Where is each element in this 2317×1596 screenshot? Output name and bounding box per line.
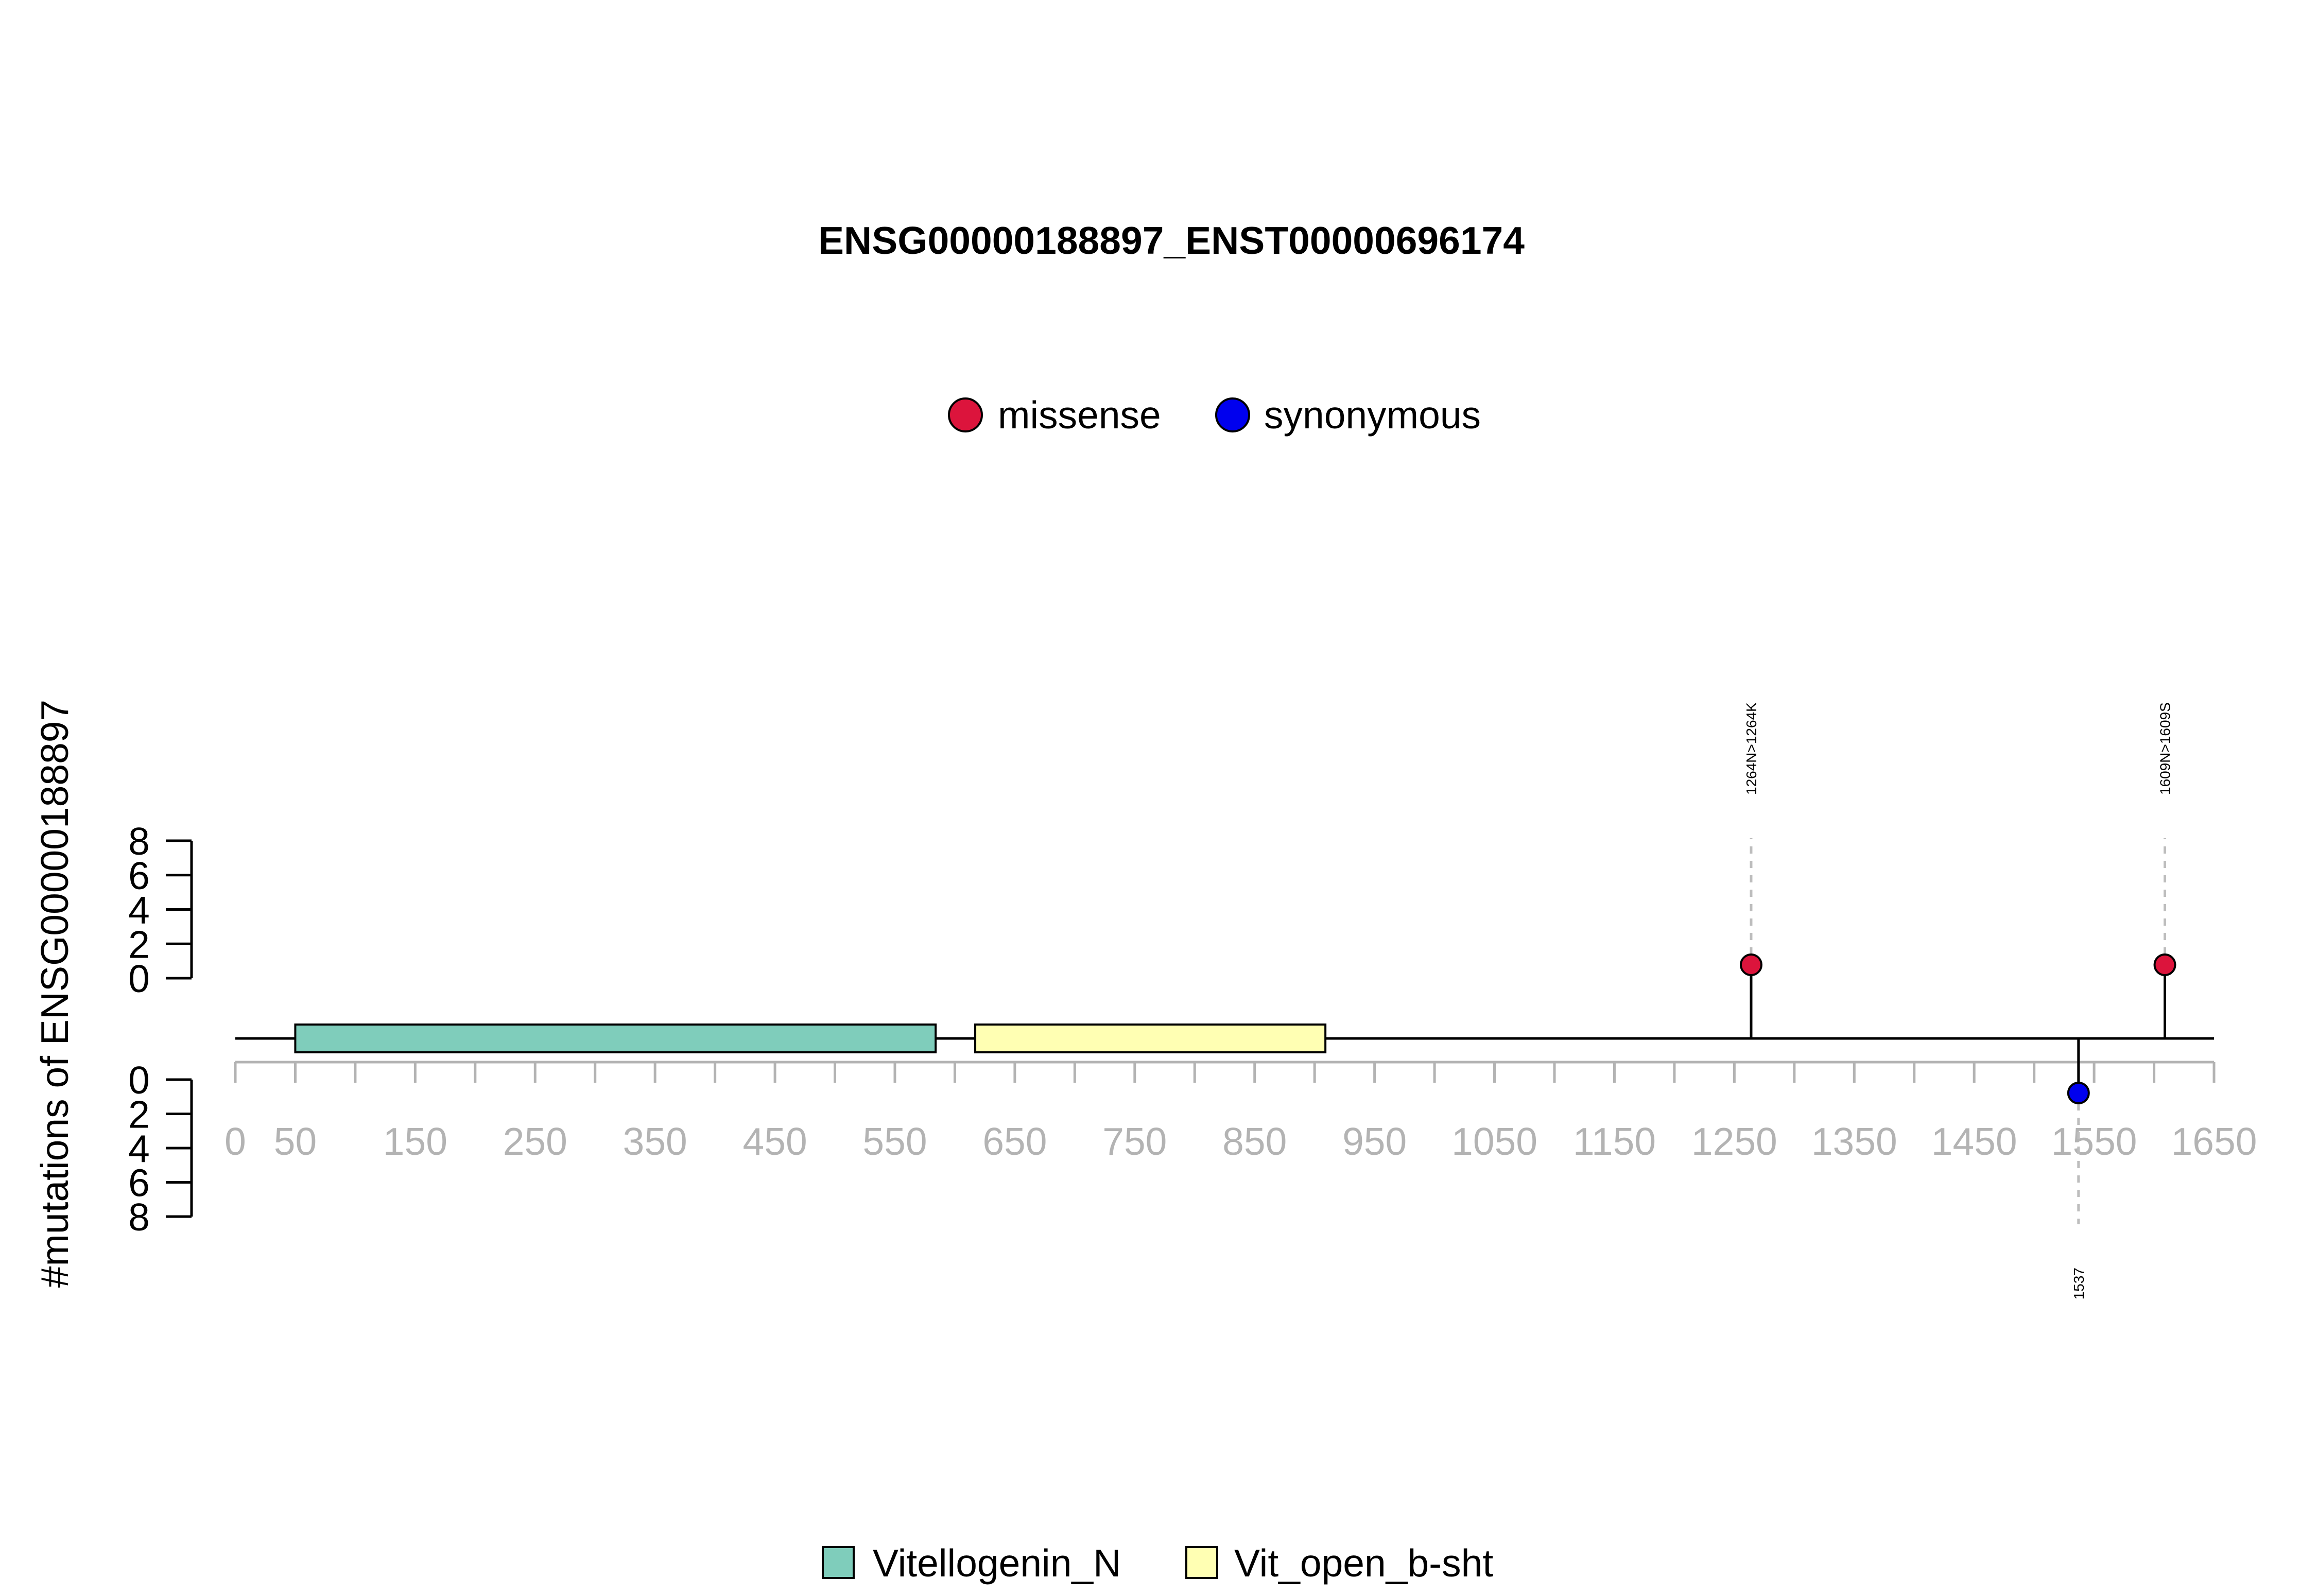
x-tick-label: 950 xyxy=(1342,1120,1407,1163)
y-tick-label: 0 xyxy=(128,1059,150,1102)
domain-vitellogenin-n xyxy=(294,1023,937,1053)
x-tick-label: 1150 xyxy=(1573,1120,1656,1163)
x-tick-label: 650 xyxy=(982,1120,1047,1163)
legend-vitellogenin-n-swatch xyxy=(822,1546,855,1579)
y-tick-label: 4 xyxy=(128,1127,150,1170)
mutation-head-missense xyxy=(2153,953,2176,976)
mutation-lollipops: 1264N>1264K 1609N>1609S 1537 xyxy=(1739,702,2176,1299)
chart-title: ENSG00000188897_ENST00000696174 xyxy=(818,219,1525,262)
y-axis-label: #mutations of ENSG00000188897 xyxy=(33,700,76,1288)
x-tick-label: 550 xyxy=(862,1120,927,1163)
y-tick-label: 4 xyxy=(128,889,150,932)
x-tick-label: 1550 xyxy=(2051,1120,2137,1163)
y-tick-label: 0 xyxy=(128,957,150,1000)
legend-vit-open-b-sht-swatch xyxy=(1185,1546,1218,1579)
y-tick-label: 6 xyxy=(128,1161,150,1205)
mutation-label: 1264N>1264K xyxy=(1743,702,1759,795)
mutation-head-synonymous xyxy=(2067,1082,2090,1104)
y-tick-label: 2 xyxy=(128,923,150,966)
x-tick-label: 1650 xyxy=(2171,1120,2257,1163)
x-tick-label: 450 xyxy=(743,1120,807,1163)
legend-synonymous-swatch xyxy=(1215,397,1250,432)
domain-vit-open-b-sht xyxy=(974,1023,1327,1053)
y-tick-label: 8 xyxy=(128,820,150,863)
y-tick-label: 2 xyxy=(128,1093,150,1136)
x-tick-label: 350 xyxy=(623,1120,687,1163)
legend-missense-swatch xyxy=(948,397,983,432)
mutation-legend: missense synonymous xyxy=(948,393,1481,437)
x-tick-label: 750 xyxy=(1102,1120,1167,1163)
legend-vit-open-b-sht-label: Vit_open_b-sht xyxy=(1234,1541,1493,1585)
y-tick-label: 6 xyxy=(128,854,150,897)
x-tick-label: 250 xyxy=(503,1120,567,1163)
domain-legend: Vitellogenin_N Vit_open_b-sht xyxy=(822,1541,1493,1585)
x-tick-label: 0 xyxy=(224,1120,246,1163)
mutation-head-missense xyxy=(1739,953,1762,976)
mutation-label: 1537 xyxy=(2071,1268,2087,1299)
x-tick-label: 50 xyxy=(274,1120,317,1163)
y-tick-label: 8 xyxy=(128,1195,150,1239)
x-tick-label: 1250 xyxy=(1691,1120,1777,1163)
x-tick-label: 1050 xyxy=(1451,1120,1537,1163)
x-tick-label: 850 xyxy=(1222,1120,1287,1163)
legend-vitellogenin-n-label: Vitellogenin_N xyxy=(873,1541,1121,1585)
legend-synonymous-label: synonymous xyxy=(1264,393,1481,437)
x-tick-label: 150 xyxy=(383,1120,447,1163)
legend-missense-label: missense xyxy=(998,393,1161,437)
domain-track xyxy=(294,1023,1327,1053)
x-tick-label: 1450 xyxy=(1931,1120,2017,1163)
mutation-label: 1609N>1609S xyxy=(2157,702,2173,795)
x-axis: 0 50 150 250 350 450 550 650 750 850 950 1050 1150 12… xyxy=(224,1061,2257,1163)
x-tick-label: 1350 xyxy=(1811,1120,1897,1163)
